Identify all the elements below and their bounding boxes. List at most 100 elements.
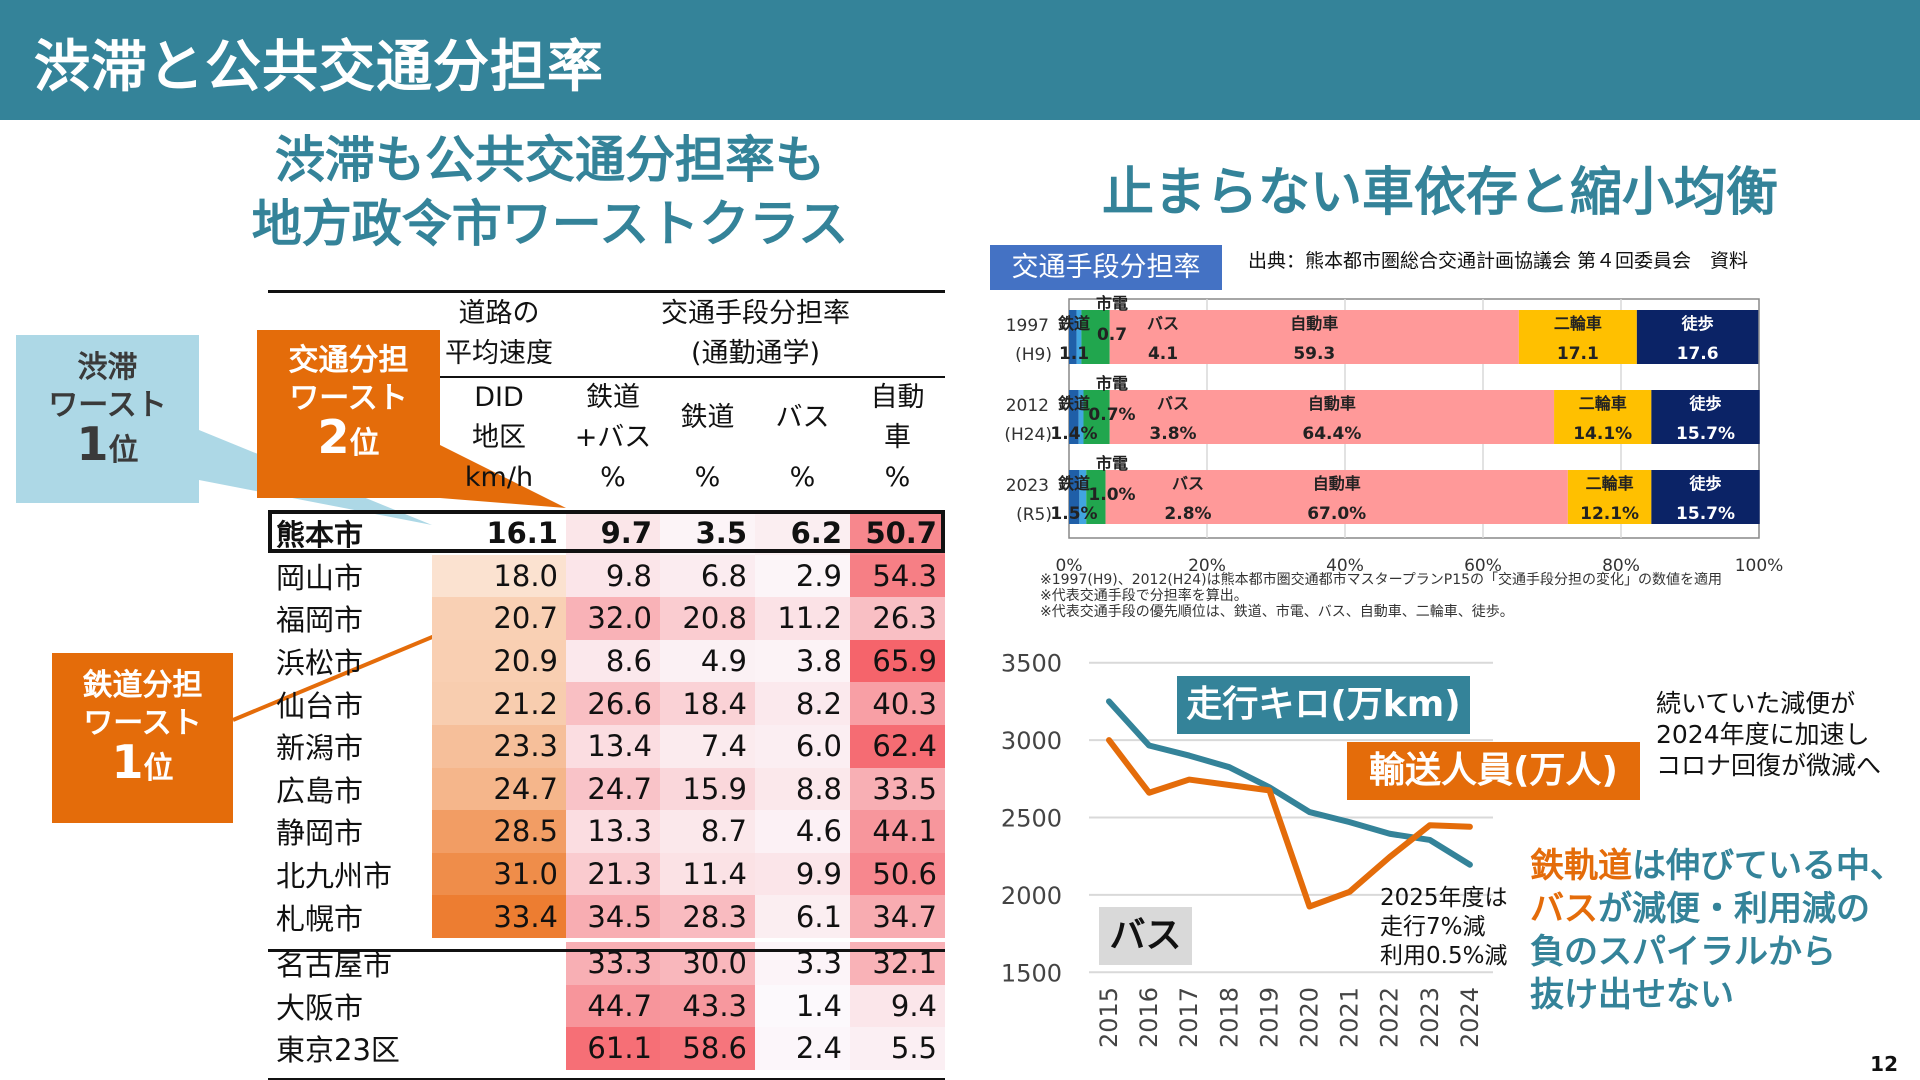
x-tick-label: 2022 [1376, 987, 1404, 1048]
segment-name-label: 徒歩 [1681, 314, 1714, 333]
rail-share-cell: 20.8 [660, 597, 755, 640]
col-did-unit: km/h [464, 462, 534, 493]
city-name-cell: 名古屋市 [276, 948, 393, 983]
x-tick-label: 2023 [1416, 987, 1444, 1048]
car-share-cell: 9.4 [850, 984, 945, 1028]
y-tick-label: 3000 [1001, 727, 1062, 755]
column-header-car: 自動 車 % [850, 378, 945, 498]
did-speed-cell: 16.1 [432, 512, 566, 555]
rail-share-worst-callout: 鉄道分担 ワースト 1位 [52, 653, 233, 823]
did-speed-cell: 28.5 [432, 810, 566, 853]
car-share-cell: 44.1 [850, 810, 945, 853]
city-name-cell: 仙台市 [276, 688, 364, 723]
category-label: 2023 [1006, 476, 1049, 496]
rank-suffix: 位 [349, 426, 380, 461]
table-row: 札幌市 33.4 34.5 28.3 6.1 34.7 [268, 895, 945, 938]
did-speed-cell: 23.3 [432, 725, 566, 768]
segment-value-label: 15.7% [1676, 504, 1735, 524]
segment-value-label: 17.6 [1677, 344, 1719, 364]
header-speed-line-1: 道路の [458, 298, 540, 329]
x-tick-label: 80% [1602, 556, 1640, 576]
x-tick-label: 60% [1464, 556, 1502, 576]
col-bus-unit: % [789, 462, 816, 493]
rail-bus-share-cell: 34.5 [566, 895, 660, 938]
segment-value-label: 64.4% [1302, 424, 1361, 444]
car-share-cell: 62.4 [850, 725, 945, 768]
car-share-cell: 65.9 [850, 639, 945, 683]
col-car-line-2: 車 [884, 422, 911, 453]
x-tick-label: 2016 [1135, 987, 1163, 1048]
note-2025-line-2: 走行7%減 [1380, 914, 1486, 940]
rank-number: 1 [76, 417, 109, 471]
y-tick-label: 2500 [1001, 805, 1062, 833]
callout-share-rank: 2位 [257, 414, 440, 463]
bus-share-cell: 9.9 [755, 852, 850, 896]
callout-congestion-rank: 1位 [16, 421, 199, 470]
did-speed-cell: 33.4 [432, 895, 566, 938]
x-tick-label: 2024 [1456, 987, 1484, 1048]
bar-segment-バス [1083, 390, 1110, 444]
callout-congestion-line-1: 渋滞 [77, 350, 138, 385]
rail-share-cell: 28.3 [660, 895, 755, 938]
chart-notes: ※1997(H9)、2012(H24)は熊本都市圏交通都市マスタープランP15の… [1040, 572, 1722, 620]
table-row: 仙台市 21.2 26.6 18.4 8.2 40.3 [268, 682, 945, 725]
column-header-bus: バス % [755, 378, 850, 498]
bar-segment-市電 [1079, 470, 1087, 524]
table-row: 浜松市 20.9 8.6 4.9 3.8 65.9 [268, 639, 945, 683]
segment-value-label: 59.3 [1293, 344, 1335, 364]
city-name-cell: 福岡市 [276, 603, 364, 638]
note-2: ※代表交通手段で分担率を算出。 [1040, 588, 1248, 604]
segment-name-label: バス [1172, 474, 1204, 493]
segment-name-label: 二輪車 [1554, 314, 1602, 333]
segment-value-label: 1.4% [1050, 424, 1097, 444]
bar-segment-徒歩 [1651, 390, 1760, 444]
segment-value-label: 12.1% [1580, 504, 1639, 524]
note-1: ※1997(H9)、2012(H24)は熊本都市圏交通都市マスタープランP15の… [1040, 572, 1723, 588]
segment-value-label: 17.1 [1557, 344, 1599, 364]
bar-segment-バス [1086, 470, 1106, 524]
page-number: 12 [1870, 1052, 1898, 1076]
service-cut-note-line-3: コロナ回復が微減へ [1656, 751, 1882, 780]
col-car-line-1: 自動 [870, 382, 925, 413]
segment-value-label: 0.7% [1088, 405, 1135, 425]
rail-share-cell: 58.6 [660, 1027, 755, 1070]
table-row: 大阪市 44.7 43.3 1.4 9.4 [268, 984, 945, 1028]
header-share-line-1: 交通手段分担率 [661, 298, 850, 329]
car-share-cell: 33.5 [850, 767, 945, 811]
conclusion-line-4: 抜け出せない [1530, 974, 1904, 1017]
segment-name-label: バス [1147, 314, 1179, 333]
series-line-vehicle-km [1106, 698, 1473, 868]
series-line-passengers [1106, 737, 1473, 910]
bus-share-cell: 4.6 [755, 810, 850, 853]
bus-share-cell: 11.2 [755, 597, 850, 640]
segment-name-label: バス [1157, 394, 1189, 413]
x-tick-label: 2020 [1296, 987, 1324, 1048]
car-share-cell: 50.7 [850, 512, 945, 555]
bar-segment-徒歩 [1651, 470, 1760, 524]
segment-value-label: 14.1% [1573, 424, 1632, 444]
conclusion-line-3: 負のスパイラルから [1530, 931, 1904, 974]
rail-share-cell: 11.4 [660, 852, 755, 896]
bar-segment-鉄道 [1069, 310, 1077, 364]
y-tick-label: 3500 [1001, 650, 1062, 678]
header-bar: 渋滞と公共交通分担率 [0, 0, 1920, 120]
left-subtitle-line-1: 渋滞も公共交通分担率も [275, 131, 825, 189]
callout-congestion-line-2: ワースト [48, 388, 167, 423]
table-row: 北九州市 31.0 21.3 11.4 9.9 50.6 [268, 852, 945, 896]
bar-segment-自動車 [1109, 390, 1555, 444]
segment-name-label: 二輪車 [1579, 394, 1627, 413]
rail-bus-share-cell: 61.1 [566, 1027, 660, 1070]
bar-segment-鉄道 [1069, 470, 1080, 524]
note-3: ※代表交通手段の優先順位は、鉄道、市電、バス、自動車、二輪車、徒歩。 [1040, 604, 1514, 620]
conclusion-text: 鉄軌道は伸びている中、 バスが減便・利用減の 負のスパイラルから 抜け出せない [1530, 845, 1904, 1017]
header-speed-line-2: 平均速度 [445, 338, 553, 369]
col-rail-unit: % [694, 462, 721, 493]
segment-value-label: 3.8% [1149, 424, 1196, 444]
table-row: 東京23区 61.1 58.6 2.4 5.5 [268, 1027, 945, 1070]
segment-name-label: 市電 [1096, 454, 1128, 473]
x-tick-label: 0% [1056, 556, 1083, 576]
city-name-cell: 東京23区 [276, 1033, 400, 1068]
car-share-cell: 54.3 [850, 554, 945, 598]
y-tick-label: 2000 [1001, 882, 1062, 910]
